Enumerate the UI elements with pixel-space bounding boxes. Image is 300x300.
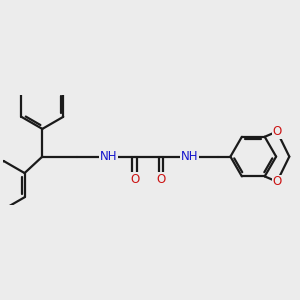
Text: O: O (272, 125, 282, 138)
Text: O: O (130, 173, 139, 186)
Text: O: O (156, 173, 166, 186)
Text: NH: NH (181, 150, 198, 163)
Text: O: O (272, 175, 282, 188)
Text: NH: NH (100, 150, 117, 163)
